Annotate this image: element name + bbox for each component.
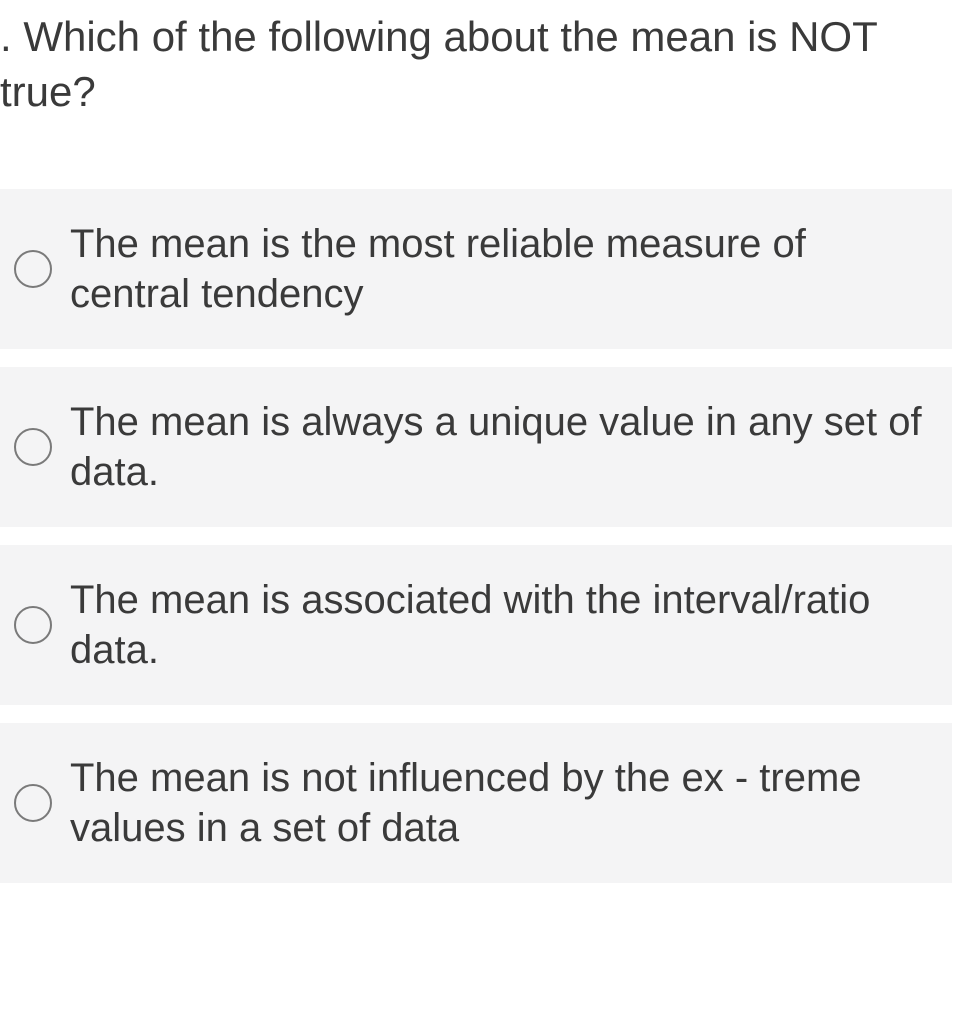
question-text: . Which of the following about the mean …	[0, 13, 877, 115]
radio-icon[interactable]	[14, 606, 52, 644]
option-row[interactable]: The mean is associated with the interval…	[0, 545, 952, 705]
options-list: The mean is the most reliable measure of…	[0, 189, 976, 883]
option-label: The mean is always a unique value in any…	[70, 397, 924, 497]
question-block: . Which of the following about the mean …	[0, 0, 976, 129]
radio-icon[interactable]	[14, 250, 52, 288]
question-body: Which of the following about the mean is…	[0, 13, 877, 115]
option-row[interactable]: The mean is the most reliable measure of…	[0, 189, 952, 349]
option-label: The mean is not influenced by the ex - t…	[70, 753, 924, 853]
radio-icon[interactable]	[14, 428, 52, 466]
question-prefix: .	[0, 13, 23, 60]
option-label: The mean is associated with the interval…	[70, 575, 924, 675]
option-row[interactable]: The mean is always a unique value in any…	[0, 367, 952, 527]
radio-icon[interactable]	[14, 784, 52, 822]
option-label: The mean is the most reliable measure of…	[70, 219, 924, 319]
option-row[interactable]: The mean is not influenced by the ex - t…	[0, 723, 952, 883]
